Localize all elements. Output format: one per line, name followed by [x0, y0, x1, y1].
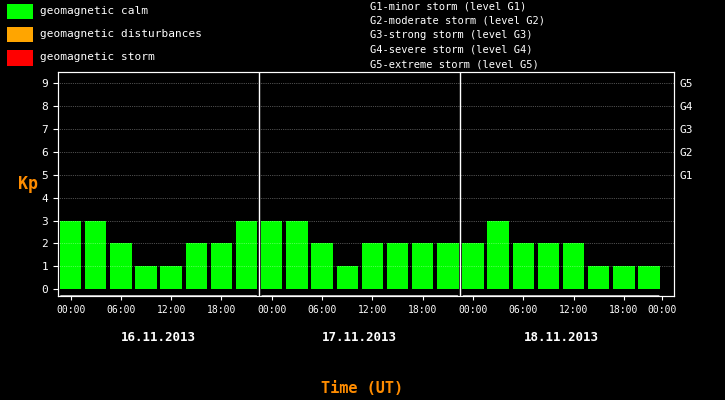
Bar — [437, 244, 458, 289]
Bar — [60, 220, 81, 289]
Bar — [513, 244, 534, 289]
Bar — [588, 266, 610, 289]
Bar — [7, 50, 33, 66]
Bar — [7, 4, 33, 20]
Text: 17.11.2013: 17.11.2013 — [323, 331, 397, 344]
Bar — [211, 244, 232, 289]
Text: 16.11.2013: 16.11.2013 — [121, 331, 196, 344]
Bar — [387, 244, 408, 289]
Bar — [261, 220, 283, 289]
Bar — [85, 220, 107, 289]
Text: Time (UT): Time (UT) — [321, 381, 404, 396]
Bar — [312, 244, 333, 289]
Bar — [639, 266, 660, 289]
Bar — [538, 244, 559, 289]
Bar — [186, 244, 207, 289]
Bar — [286, 220, 307, 289]
Bar — [136, 266, 157, 289]
Text: geomagnetic storm: geomagnetic storm — [40, 52, 154, 62]
Bar — [336, 266, 358, 289]
Bar — [487, 220, 509, 289]
Text: geomagnetic disturbances: geomagnetic disturbances — [40, 29, 202, 39]
Text: G5-extreme storm (level G5): G5-extreme storm (level G5) — [370, 59, 539, 69]
Text: G4-severe storm (level G4): G4-severe storm (level G4) — [370, 45, 532, 55]
Bar — [236, 220, 257, 289]
Text: G3-strong storm (level G3): G3-strong storm (level G3) — [370, 30, 532, 40]
Text: 18.11.2013: 18.11.2013 — [523, 331, 599, 344]
Text: geomagnetic calm: geomagnetic calm — [40, 6, 148, 16]
Bar — [7, 27, 33, 42]
Bar — [563, 244, 584, 289]
Bar — [362, 244, 383, 289]
Text: G1-minor storm (level G1): G1-minor storm (level G1) — [370, 2, 526, 12]
Bar — [412, 244, 434, 289]
Text: G2-moderate storm (level G2): G2-moderate storm (level G2) — [370, 16, 544, 26]
Bar — [463, 244, 484, 289]
Bar — [110, 244, 131, 289]
Y-axis label: Kp: Kp — [17, 175, 38, 193]
Bar — [613, 266, 634, 289]
Bar — [160, 266, 182, 289]
